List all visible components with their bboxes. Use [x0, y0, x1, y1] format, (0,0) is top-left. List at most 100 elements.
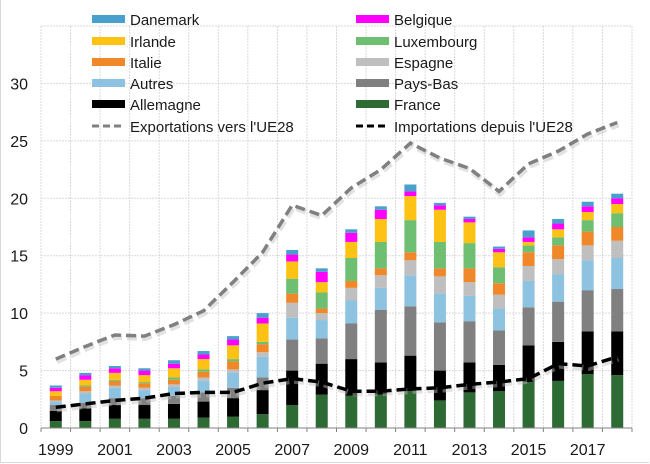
- legend-item-pays-bas: Pays-Bas: [356, 76, 458, 93]
- bar-segment-luxembourg-2010: [374, 241, 387, 269]
- gridlines: [40, 25, 633, 429]
- bar-segment-irlande-2008: [315, 282, 328, 293]
- bar-stack-1999: [49, 385, 62, 428]
- legend-swatch: [92, 100, 125, 108]
- bar-segment-luxembourg-2009: [345, 258, 358, 281]
- x-tick-label: 2003: [156, 442, 192, 459]
- bar-segment-allemagne-2003: [167, 403, 180, 419]
- bar-segment-pays-bas-2014: [493, 330, 506, 365]
- bar-segment-pays-bas-2004: [197, 392, 210, 402]
- bar-segment-luxembourg-2017: [581, 220, 594, 232]
- bar-stack-2007: [286, 249, 299, 428]
- bar-segment-danemark-2008: [315, 268, 328, 272]
- bar-segment-danemark-2013: [463, 216, 476, 219]
- bar-segment-italie-1999: [49, 395, 62, 401]
- bar-segment-luxembourg-2015: [522, 245, 535, 253]
- bar-segment-allemagne-2011: [404, 355, 417, 392]
- bar-segment-belgique-2009: [345, 232, 358, 242]
- bar-segment-pays-bas-2017: [581, 290, 594, 332]
- legend-swatch: [356, 15, 389, 23]
- bar-segment-irlande-2013: [463, 222, 476, 244]
- bar-segment-danemark-1999: [49, 385, 62, 388]
- bar-segment-espagne-2006: [256, 352, 269, 357]
- bar-segment-luxembourg-2012: [433, 241, 446, 269]
- legend-label: Allemagne: [130, 97, 201, 114]
- bar-segment-irlande-2009: [345, 241, 358, 259]
- bar-segment-espagne-2010: [374, 275, 387, 288]
- bar-stack-2016: [552, 218, 565, 428]
- bar-segment-france-2009: [345, 395, 358, 428]
- x-tick-label: 1999: [38, 442, 74, 459]
- bar-segment-pays-bas-2000: [79, 402, 92, 409]
- y-tick-label: 20: [10, 191, 28, 208]
- legend-item-luxembourg: Luxembourg: [356, 34, 477, 51]
- bar-stack-2001: [108, 365, 121, 428]
- bar-segment-italie-2011: [404, 252, 417, 261]
- bar-segment-autres-2012: [433, 293, 446, 323]
- bar-segment-irlande-2006: [256, 323, 269, 342]
- exports-line-shadow: [55, 121, 620, 364]
- y-tick-label: 10: [10, 306, 28, 323]
- bar-segment-allemagne-2008: [315, 363, 328, 395]
- x-tick-label: 2013: [452, 442, 488, 459]
- bar-segment-pays-bas-2005: [227, 387, 240, 399]
- bar-segment-irlande-2001: [108, 372, 121, 380]
- bar-segment-autres-2017: [581, 260, 594, 291]
- imports-line-shadow: [56, 355, 620, 413]
- bar-segment-allemagne-2004: [197, 401, 210, 418]
- bar-segment-italie-2005: [227, 361, 240, 370]
- bar-segment-danemark-2018: [611, 193, 624, 199]
- bar-segment-belgique-2012: [433, 205, 446, 210]
- bar-segment-france-2011: [404, 391, 417, 428]
- bar-segment-luxembourg-2007: [286, 278, 299, 294]
- bar-segment-espagne-2013: [463, 282, 476, 296]
- bar-segment-luxembourg-2008: [315, 292, 328, 309]
- bar-segment-autres-2018: [611, 258, 624, 290]
- x-tick-label: 2007: [274, 442, 310, 459]
- bar-segment-allemagne-2016: [552, 341, 565, 381]
- bar-stack-2009: [345, 229, 358, 428]
- bar-segment-espagne-2004: [197, 377, 210, 381]
- bar-segment-france-1999: [49, 421, 62, 428]
- bar-segment-danemark-2003: [167, 360, 180, 364]
- bar-segment-danemark-2007: [286, 249, 299, 255]
- bar-segment-italie-2012: [433, 268, 446, 277]
- bar-stack-2014: [493, 246, 506, 428]
- bar-segment-autres-2008: [315, 320, 328, 339]
- bar-segment-allemagne-1999: [49, 410, 62, 422]
- bar-segment-france-2006: [256, 414, 269, 428]
- legend-item-france: France: [356, 97, 441, 114]
- bar-segment-autres-2000: [79, 393, 92, 403]
- y-tick-label: 25: [10, 134, 28, 151]
- bar-segment-autres-2004: [197, 380, 210, 393]
- bar-segment-irlande-2011: [404, 195, 417, 221]
- legend-item-autres: Autres: [92, 76, 173, 93]
- bar-segment-espagne-2011: [404, 260, 417, 276]
- bar-segment-belgique-2011: [404, 191, 417, 196]
- bar-segment-irlande-2004: [197, 359, 210, 370]
- bar-stack-2018: [611, 193, 624, 428]
- bar-segment-irlande-2005: [227, 345, 240, 360]
- bar-segment-france-2004: [197, 417, 210, 428]
- bar-segment-allemagne-2005: [227, 398, 240, 417]
- bar-segment-autres-2011: [404, 275, 417, 307]
- bar-segment-espagne-2002: [138, 387, 151, 391]
- bar-stack-2003: [167, 360, 180, 428]
- bar-segment-italie-2014: [493, 283, 506, 295]
- bar-segment-danemark-2001: [108, 365, 121, 369]
- legend-item-belgique: Belgique: [356, 12, 452, 29]
- bar-segment-italie-2010: [374, 268, 387, 276]
- bar-segment-espagne-2014: [493, 294, 506, 309]
- bar-segment-luxembourg-2014: [493, 267, 506, 284]
- lines-layer: [55, 120, 620, 413]
- bar-segment-allemagne-2002: [138, 405, 151, 419]
- exports-line: [55, 120, 618, 361]
- bar-segment-autres-2009: [345, 300, 358, 324]
- bar-segment-belgique-2016: [552, 223, 565, 230]
- bar-segment-irlande-2018: [611, 204, 624, 214]
- axes: 0 5 10 15 20 25 30 1999 2001 2003 2005 2007 2009 2011…: [10, 76, 633, 459]
- x-tick-label: 2011: [393, 442, 428, 459]
- bar-segment-pays-bas-2016: [552, 301, 565, 342]
- bar-segment-pays-bas-2012: [433, 322, 446, 371]
